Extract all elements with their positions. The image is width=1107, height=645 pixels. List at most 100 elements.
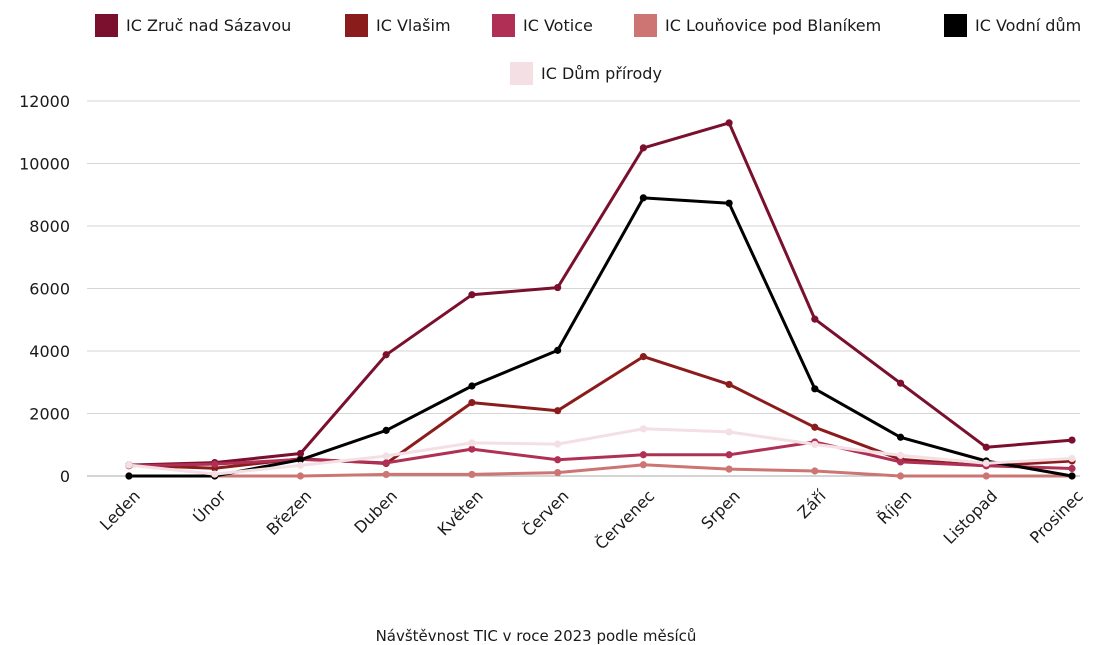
data-point-ic-votice [468,445,476,453]
series-line-ic-vlasim [128,355,1073,470]
data-point-ic-vodni-dum [125,472,133,480]
data-point-ic-dum-prirody [468,439,476,447]
data-point-ic-dum-prirody [982,459,990,467]
data-point-ic-dum-prirody [896,451,905,459]
data-point-ic-vodni-dum [468,382,476,390]
data-point-ic-zruc-nad-sazavou [896,379,905,387]
data-point-ic-vodni-dum [554,346,562,354]
data-point-ic-lounovice-pod-blanikem [639,461,647,469]
data-point-ic-zruc-nad-sazavou [296,449,305,458]
legend-item-ic-votice: IC Votice [492,14,593,37]
data-point-ic-votice [639,451,647,459]
data-point-ic-lounovice-pod-blanikem [382,470,390,479]
data-point-ic-lounovice-pod-blanikem [982,472,990,480]
data-point-ic-vodni-dum [382,426,390,434]
legend-swatch [95,14,118,37]
legend-swatch [944,14,967,37]
chart-caption: Návštěvnost TIC v roce 2023 podle měsíců [376,627,697,645]
data-point-ic-vlasim [468,398,476,407]
x-tick-label: Říjen [874,486,916,528]
data-point-ic-zruc-nad-sazavou [468,291,476,299]
data-point-ic-zruc-nad-sazavou [1068,436,1076,444]
series-line-ic-vodni-dum [129,196,1073,478]
series-line-ic-dum-prirody [128,427,1073,476]
legend-swatch [492,14,515,37]
legend-swatch [345,14,368,37]
data-point-ic-lounovice-pod-blanikem [811,467,819,475]
y-tick-label: 2000 [29,405,70,424]
x-tick-label: Březen [263,486,316,539]
y-tick-label: 8000 [29,217,70,236]
x-tick-label: Srpen [697,486,744,533]
series-line-ic-lounovice-pod-blanikem [129,463,1072,478]
legend-item-ic-zruc-nad-sazavou: IC Zruč nad Sázavou [95,14,291,37]
legend-item-ic-vlasim: IC Vlašim [345,14,451,37]
data-point-ic-vlasim [639,353,647,361]
y-axis-tick-labels: 0 2000 4000 6000 8000 10000 12000 [19,92,70,486]
data-point-ic-vodni-dum [296,456,305,464]
data-point-ic-votice [554,456,562,464]
data-point-ic-zruc-nad-sazavou [382,351,390,359]
y-tick-label: 4000 [29,342,70,361]
series-line-ic-zruc-nad-sazavou [128,121,1073,467]
data-point-ic-vodni-dum [639,194,647,202]
data-point-ic-votice [211,460,219,468]
data-point-ic-votice [382,459,390,467]
x-tick-label: Červenec [591,486,658,553]
data-point-ic-dum-prirody [811,440,819,449]
data-point-ic-vodni-dum [896,433,905,441]
legend-item-ic-vodni-dum: IC Vodní dům [944,14,1081,37]
data-point-ic-zruc-nad-sazavou [639,144,647,152]
data-point-ic-dum-prirody [125,461,133,469]
data-point-ic-dum-prirody [639,425,647,433]
series-line-ic-votice [128,440,1073,470]
legend-item-ic-dum-prirody: IC Dům přírody [510,62,662,85]
data-point-ic-votice [896,458,905,466]
data-point-ic-vodni-dum [725,199,733,207]
x-axis-tick-labels: Leden Únor Březen Duben Květen Červen Červenec… [96,486,1087,553]
x-tick-label: Září [794,486,830,522]
data-point-ic-zruc-nad-sazavou [811,315,819,323]
data-point-ic-dum-prirody [382,452,390,460]
data-point-ic-lounovice-pod-blanikem [725,465,733,473]
data-point-ic-vlasim [554,407,562,415]
legend-label: IC Dům přírody [541,64,662,83]
data-point-ic-lounovice-pod-blanikem [896,472,905,480]
data-point-ic-vodni-dum [811,385,819,393]
series-points [125,119,1076,480]
data-point-ic-dum-prirody [1068,454,1076,463]
data-point-ic-lounovice-pod-blanikem [468,470,476,479]
data-point-ic-dum-prirody [296,461,305,469]
legend-label: IC Vlašim [376,16,451,35]
data-point-ic-zruc-nad-sazavou [982,443,990,451]
x-tick-label: Listopad [940,486,1001,547]
data-point-ic-zruc-nad-sazavou [725,119,733,127]
data-point-ic-vlasim [811,423,819,431]
data-point-ic-vlasim [725,380,733,389]
x-tick-label: Prosinec [1026,486,1087,547]
data-point-ic-vodni-dum [1068,472,1076,480]
x-tick-label: Červen [519,486,573,540]
data-point-ic-votice [725,451,733,459]
data-point-ic-dum-prirody [725,428,733,436]
legend-label: IC Vodní dům [975,16,1081,35]
legend: IC Zruč nad Sázavou IC Vlašim IC Votice IC … [95,14,1081,85]
y-tick-label: 10000 [19,155,70,174]
gridlines [87,100,1080,477]
series-lines [128,121,1073,478]
data-point-ic-votice [1068,464,1076,473]
data-point-ic-lounovice-pod-blanikem [296,472,305,480]
x-tick-label: Leden [96,486,144,534]
x-tick-label: Únor [189,486,230,527]
data-point-ic-dum-prirody [211,470,219,478]
x-tick-label: Květen [434,486,487,539]
legend-label: IC Louňovice pod Blaníkem [665,16,881,35]
legend-label: IC Votice [523,16,593,35]
y-tick-label: 12000 [19,92,70,111]
legend-label: IC Zruč nad Sázavou [126,16,291,35]
legend-swatch [634,14,657,37]
legend-item-ic-lounovice-pod-blanikem: IC Louňovice pod Blaníkem [634,14,881,37]
y-tick-label: 0 [60,467,70,486]
data-point-ic-dum-prirody [554,440,562,448]
